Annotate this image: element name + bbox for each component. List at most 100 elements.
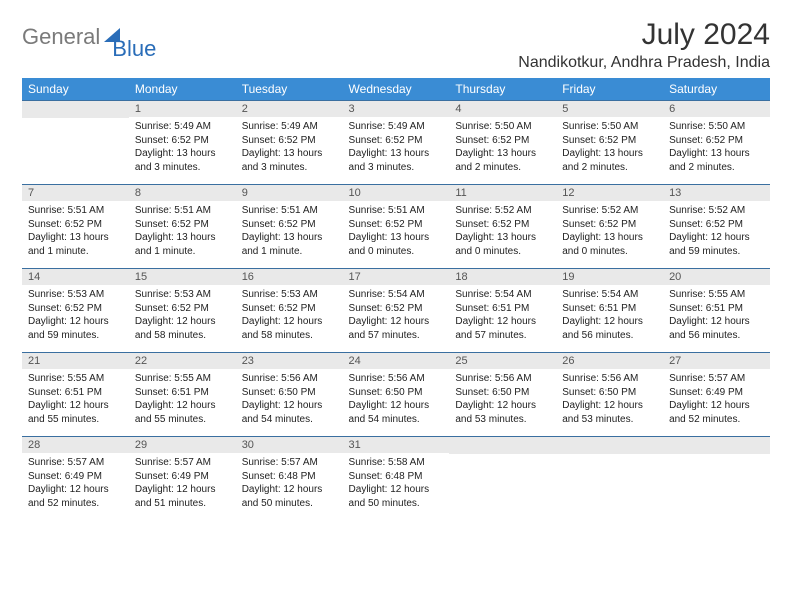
day-details: Sunrise: 5:52 AMSunset: 6:52 PMDaylight:…: [449, 201, 556, 262]
day-number: 20: [663, 268, 770, 285]
brand-text-blue: Blue: [112, 36, 156, 62]
day-number: 10: [343, 184, 450, 201]
calendar-cell: 6Sunrise: 5:50 AMSunset: 6:52 PMDaylight…: [663, 100, 770, 184]
calendar-cell: 16Sunrise: 5:53 AMSunset: 6:52 PMDayligh…: [236, 268, 343, 352]
day-number: 29: [129, 436, 236, 453]
day-details: Sunrise: 5:54 AMSunset: 6:51 PMDaylight:…: [449, 285, 556, 346]
day-number: 13: [663, 184, 770, 201]
calendar-cell: 18Sunrise: 5:54 AMSunset: 6:51 PMDayligh…: [449, 268, 556, 352]
day-number: 4: [449, 100, 556, 117]
day-details: Sunrise: 5:51 AMSunset: 6:52 PMDaylight:…: [343, 201, 450, 262]
calendar-cell: 4Sunrise: 5:50 AMSunset: 6:52 PMDaylight…: [449, 100, 556, 184]
day-details: Sunrise: 5:53 AMSunset: 6:52 PMDaylight:…: [236, 285, 343, 346]
calendar-cell: 28Sunrise: 5:57 AMSunset: 6:49 PMDayligh…: [22, 436, 129, 520]
weekday-header: Sunday: [22, 78, 129, 100]
calendar-cell: 15Sunrise: 5:53 AMSunset: 6:52 PMDayligh…: [129, 268, 236, 352]
day-number: 2: [236, 100, 343, 117]
weekday-header: Saturday: [663, 78, 770, 100]
calendar-cell: 30Sunrise: 5:57 AMSunset: 6:48 PMDayligh…: [236, 436, 343, 520]
calendar-cell: 14Sunrise: 5:53 AMSunset: 6:52 PMDayligh…: [22, 268, 129, 352]
day-number: 26: [556, 352, 663, 369]
day-number-empty: [22, 100, 129, 118]
location-label: Nandikotkur, Andhra Pradesh, India: [518, 54, 770, 72]
calendar-cell: 22Sunrise: 5:55 AMSunset: 6:51 PMDayligh…: [129, 352, 236, 436]
calendar-cell: 19Sunrise: 5:54 AMSunset: 6:51 PMDayligh…: [556, 268, 663, 352]
day-number: 23: [236, 352, 343, 369]
weekday-header: Tuesday: [236, 78, 343, 100]
day-number: 30: [236, 436, 343, 453]
calendar-cell: [663, 436, 770, 520]
day-details: Sunrise: 5:57 AMSunset: 6:49 PMDaylight:…: [129, 453, 236, 514]
brand-logo: General Blue: [22, 24, 168, 50]
weekday-header: Monday: [129, 78, 236, 100]
day-number: 9: [236, 184, 343, 201]
calendar-cell: [556, 436, 663, 520]
calendar-cell: 21Sunrise: 5:55 AMSunset: 6:51 PMDayligh…: [22, 352, 129, 436]
title-block: July 2024 Nandikotkur, Andhra Pradesh, I…: [518, 18, 770, 72]
header: General Blue July 2024 Nandikotkur, Andh…: [22, 18, 770, 72]
day-details: Sunrise: 5:50 AMSunset: 6:52 PMDaylight:…: [556, 117, 663, 178]
calendar-cell: 27Sunrise: 5:57 AMSunset: 6:49 PMDayligh…: [663, 352, 770, 436]
day-number-empty: [556, 436, 663, 454]
day-number: 15: [129, 268, 236, 285]
day-details: Sunrise: 5:51 AMSunset: 6:52 PMDaylight:…: [22, 201, 129, 262]
calendar-table: SundayMondayTuesdayWednesdayThursdayFrid…: [22, 78, 770, 520]
calendar-cell: 5Sunrise: 5:50 AMSunset: 6:52 PMDaylight…: [556, 100, 663, 184]
day-number: 8: [129, 184, 236, 201]
day-details: Sunrise: 5:53 AMSunset: 6:52 PMDaylight:…: [129, 285, 236, 346]
day-number-empty: [663, 436, 770, 454]
day-number: 11: [449, 184, 556, 201]
day-details: Sunrise: 5:56 AMSunset: 6:50 PMDaylight:…: [236, 369, 343, 430]
calendar-cell: 1Sunrise: 5:49 AMSunset: 6:52 PMDaylight…: [129, 100, 236, 184]
day-number: 31: [343, 436, 450, 453]
calendar-cell: 26Sunrise: 5:56 AMSunset: 6:50 PMDayligh…: [556, 352, 663, 436]
day-number: 6: [663, 100, 770, 117]
day-details: Sunrise: 5:55 AMSunset: 6:51 PMDaylight:…: [129, 369, 236, 430]
day-details: Sunrise: 5:51 AMSunset: 6:52 PMDaylight:…: [129, 201, 236, 262]
calendar-cell: 3Sunrise: 5:49 AMSunset: 6:52 PMDaylight…: [343, 100, 450, 184]
brand-text-gray: General: [22, 24, 100, 50]
calendar-week-row: 7Sunrise: 5:51 AMSunset: 6:52 PMDaylight…: [22, 184, 770, 268]
calendar-page: General Blue July 2024 Nandikotkur, Andh…: [0, 0, 792, 520]
day-details: Sunrise: 5:55 AMSunset: 6:51 PMDaylight:…: [663, 285, 770, 346]
calendar-cell: 24Sunrise: 5:56 AMSunset: 6:50 PMDayligh…: [343, 352, 450, 436]
day-number: 19: [556, 268, 663, 285]
day-details: Sunrise: 5:57 AMSunset: 6:49 PMDaylight:…: [663, 369, 770, 430]
day-details: Sunrise: 5:58 AMSunset: 6:48 PMDaylight:…: [343, 453, 450, 514]
calendar-cell: [22, 100, 129, 184]
day-number: 16: [236, 268, 343, 285]
day-details: Sunrise: 5:52 AMSunset: 6:52 PMDaylight:…: [556, 201, 663, 262]
day-details: Sunrise: 5:56 AMSunset: 6:50 PMDaylight:…: [556, 369, 663, 430]
day-details: Sunrise: 5:54 AMSunset: 6:51 PMDaylight:…: [556, 285, 663, 346]
day-number: 21: [22, 352, 129, 369]
calendar-cell: 13Sunrise: 5:52 AMSunset: 6:52 PMDayligh…: [663, 184, 770, 268]
day-number: 28: [22, 436, 129, 453]
day-details: Sunrise: 5:49 AMSunset: 6:52 PMDaylight:…: [236, 117, 343, 178]
month-title: July 2024: [518, 18, 770, 52]
day-details: Sunrise: 5:49 AMSunset: 6:52 PMDaylight:…: [129, 117, 236, 178]
calendar-cell: [449, 436, 556, 520]
calendar-body: 1Sunrise: 5:49 AMSunset: 6:52 PMDaylight…: [22, 100, 770, 520]
day-number: 7: [22, 184, 129, 201]
calendar-cell: 29Sunrise: 5:57 AMSunset: 6:49 PMDayligh…: [129, 436, 236, 520]
calendar-cell: 23Sunrise: 5:56 AMSunset: 6:50 PMDayligh…: [236, 352, 343, 436]
calendar-week-row: 1Sunrise: 5:49 AMSunset: 6:52 PMDaylight…: [22, 100, 770, 184]
day-details: Sunrise: 5:52 AMSunset: 6:52 PMDaylight:…: [663, 201, 770, 262]
day-number: 25: [449, 352, 556, 369]
day-details: Sunrise: 5:56 AMSunset: 6:50 PMDaylight:…: [343, 369, 450, 430]
day-details: Sunrise: 5:55 AMSunset: 6:51 PMDaylight:…: [22, 369, 129, 430]
weekday-header: Thursday: [449, 78, 556, 100]
day-number: 12: [556, 184, 663, 201]
day-details: Sunrise: 5:50 AMSunset: 6:52 PMDaylight:…: [663, 117, 770, 178]
day-number: 17: [343, 268, 450, 285]
day-details: Sunrise: 5:49 AMSunset: 6:52 PMDaylight:…: [343, 117, 450, 178]
calendar-cell: 17Sunrise: 5:54 AMSunset: 6:52 PMDayligh…: [343, 268, 450, 352]
day-number: 18: [449, 268, 556, 285]
day-number: 22: [129, 352, 236, 369]
day-details: Sunrise: 5:54 AMSunset: 6:52 PMDaylight:…: [343, 285, 450, 346]
calendar-cell: 20Sunrise: 5:55 AMSunset: 6:51 PMDayligh…: [663, 268, 770, 352]
day-details: Sunrise: 5:57 AMSunset: 6:48 PMDaylight:…: [236, 453, 343, 514]
day-details: Sunrise: 5:53 AMSunset: 6:52 PMDaylight:…: [22, 285, 129, 346]
calendar-cell: 11Sunrise: 5:52 AMSunset: 6:52 PMDayligh…: [449, 184, 556, 268]
day-number: 14: [22, 268, 129, 285]
